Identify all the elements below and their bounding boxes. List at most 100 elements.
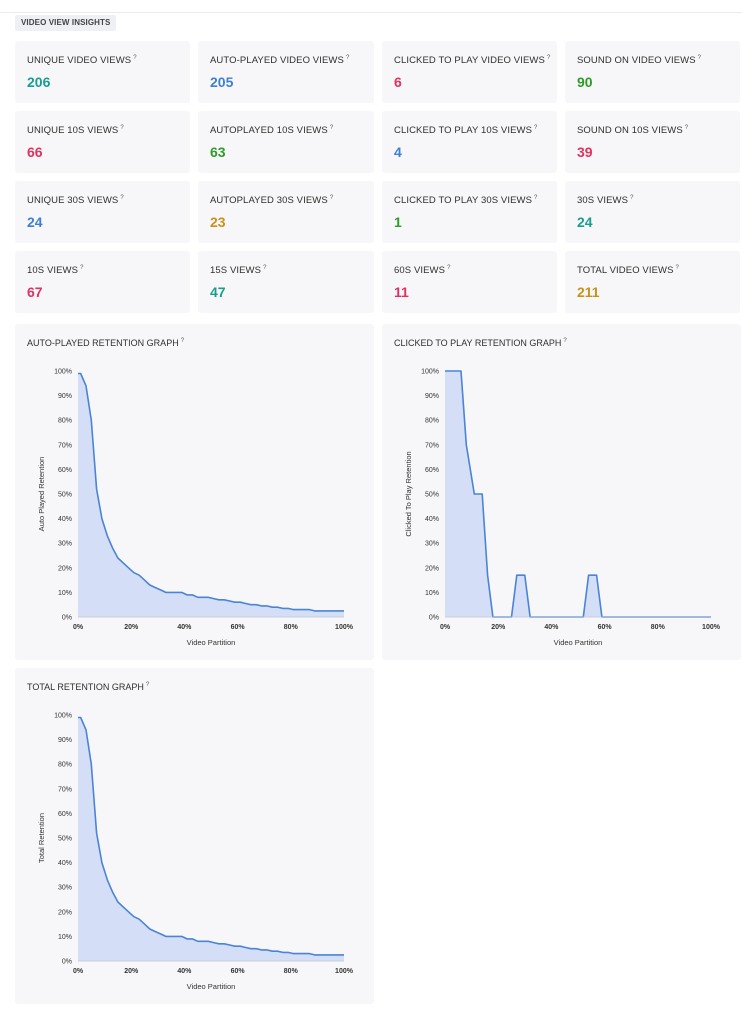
stat-label: SOUND ON VIDEO VIEWS <box>577 55 696 67</box>
y-tick-label: 20% <box>58 909 72 916</box>
y-tick-label: 70% <box>58 442 72 449</box>
stat-card: 30S VIEWS? 24 <box>565 181 740 243</box>
help-icon[interactable]: ? <box>546 55 551 61</box>
x-axis-label: Video Partition <box>187 982 236 991</box>
x-tick-label: 0% <box>440 624 451 631</box>
help-icon[interactable]: ? <box>447 265 451 271</box>
help-icon[interactable]: ? <box>180 338 185 344</box>
stat-value: 6 <box>394 74 402 91</box>
y-tick-label: 20% <box>58 565 72 572</box>
stat-card: SOUND ON VIDEO VIEWS? 90 <box>565 41 740 103</box>
help-icon[interactable]: ? <box>329 125 334 131</box>
y-tick-label: 80% <box>58 418 72 425</box>
x-tick-label: 20% <box>124 624 139 631</box>
stat-card: UNIQUE 30S VIEWS? 24 <box>15 181 190 243</box>
y-tick-label: 80% <box>58 762 72 769</box>
help-icon[interactable]: ? <box>675 265 679 271</box>
stat-value: 211 <box>577 284 600 301</box>
y-tick-label: 0% <box>429 615 439 622</box>
chart-title: AUTO-PLAYED RETENTION GRAPH <box>27 338 179 348</box>
y-tick-label: 70% <box>58 786 72 793</box>
stats-grid: UNIQUE VIDEO VIEWS? 206 AUTO-PLAYED VIDEO … <box>15 41 741 313</box>
stat-value: 24 <box>577 214 593 231</box>
stat-card: UNIQUE 10S VIEWS? 66 <box>15 111 190 173</box>
chart-title: CLICKED TO PLAY RETENTION GRAPH <box>394 338 562 348</box>
x-tick-label: 0% <box>73 624 84 631</box>
clicked-to-play-retention-chart: 0% 10% 20% 30% 40% 50% 60% 70% 80% 90% 100% 0% 20% 40… <box>404 369 721 648</box>
stat-card: TOTAL VIDEO VIEWS? 211 <box>565 251 740 313</box>
section-title: VIDEO VIEW INSIGHTS <box>15 15 117 31</box>
x-tick-label: 0% <box>73 968 84 975</box>
stat-value: 4 <box>394 144 402 161</box>
x-tick-label: 100% <box>335 624 354 631</box>
y-tick-label: 50% <box>58 836 72 843</box>
total-retention-chart: 0% 10% 20% 30% 40% 50% 60% 70% 80% 90% 100% 0% 20% 40… <box>37 713 354 992</box>
y-axis-label: Total Retention <box>37 813 46 863</box>
x-tick-label: 60% <box>231 624 246 631</box>
help-icon[interactable]: ? <box>120 125 124 131</box>
stat-value: 11 <box>394 284 409 301</box>
stat-card: 15S VIEWS? 47 <box>198 251 374 313</box>
y-tick-label: 10% <box>58 590 72 597</box>
help-icon[interactable]: ? <box>534 125 538 131</box>
retention-line <box>78 372 344 612</box>
stat-card: AUTOPLAYED 10S VIEWS? 63 <box>198 111 374 173</box>
help-icon[interactable]: ? <box>630 195 634 201</box>
x-tick-label: 100% <box>702 624 721 631</box>
stat-label: TOTAL VIDEO VIEWS <box>577 265 674 277</box>
auto-played-retention-chart: 0% 10% 20% 30% 40% 50% 60% 70% 80% 90% 100% 0% 20% 40… <box>37 369 354 648</box>
y-tick-label: 30% <box>425 541 439 548</box>
stat-value: 47 <box>210 284 226 301</box>
clicked-to-play-retention-card: CLICKED TO PLAY RETENTION GRAPH? 0% 10% 20… <box>382 324 741 660</box>
help-icon[interactable]: ? <box>145 682 150 688</box>
y-tick-label: 50% <box>58 492 72 499</box>
stat-label: 30S VIEWS <box>577 195 629 207</box>
x-tick-label: 80% <box>284 968 299 975</box>
y-tick-label: 60% <box>425 467 439 474</box>
retention-area <box>78 373 344 617</box>
help-icon[interactable]: ? <box>563 338 567 344</box>
y-tick-label: 40% <box>58 516 72 523</box>
help-icon[interactable]: ? <box>263 265 267 271</box>
help-icon[interactable]: ? <box>80 265 84 271</box>
stat-label: UNIQUE 30S VIEWS <box>27 195 119 207</box>
help-icon[interactable]: ? <box>133 55 137 61</box>
x-tick-label: 20% <box>124 968 139 975</box>
x-tick-label: 40% <box>177 624 192 631</box>
help-icon[interactable]: ? <box>345 55 350 61</box>
x-tick-label: 80% <box>284 624 299 631</box>
total-retention-card: TOTAL RETENTION GRAPH? 0% 10% 20% 30% 40% 50%… <box>15 668 374 1004</box>
y-tick-label: 90% <box>58 737 72 744</box>
y-tick-label: 100% <box>421 369 439 376</box>
stat-card: CLICKED TO PLAY VIDEO VIEWS? 6 <box>382 41 557 103</box>
y-tick-label: 90% <box>58 393 72 400</box>
y-tick-label: 0% <box>62 615 72 622</box>
x-tick-label: 40% <box>177 968 192 975</box>
y-tick-label: 50% <box>425 492 439 499</box>
x-tick-label: 60% <box>598 624 613 631</box>
stat-label: AUTOPLAYED 30S VIEWS <box>210 195 328 207</box>
stat-value: 1 <box>394 214 402 231</box>
y-tick-label: 30% <box>58 885 72 892</box>
auto-played-retention-card: AUTO-PLAYED RETENTION GRAPH? 0% 10% 20% 30%… <box>15 324 374 660</box>
stat-label: AUTOPLAYED 10S VIEWS <box>210 125 328 137</box>
stat-card: 10S VIEWS? 67 <box>15 251 190 313</box>
y-tick-label: 10% <box>425 590 439 597</box>
y-tick-label: 90% <box>425 393 439 400</box>
stat-value: 206 <box>27 74 51 91</box>
top-divider <box>0 12 742 13</box>
x-axis-label: Video Partition <box>187 638 236 647</box>
help-icon[interactable]: ? <box>697 55 702 61</box>
x-tick-label: 60% <box>231 968 246 975</box>
y-tick-label: 20% <box>425 565 439 572</box>
help-icon[interactable]: ? <box>684 125 689 131</box>
stat-value: 39 <box>577 144 593 161</box>
x-axis-label: Video Partition <box>554 638 603 647</box>
help-icon[interactable]: ? <box>534 195 538 201</box>
help-icon[interactable]: ? <box>120 195 124 201</box>
stat-label: 15S VIEWS <box>210 265 262 277</box>
y-tick-label: 100% <box>54 713 72 720</box>
stat-card: CLICKED TO PLAY 30S VIEWS? 1 <box>382 181 557 243</box>
help-icon[interactable]: ? <box>329 195 334 201</box>
stat-label: SOUND ON 10S VIEWS <box>577 125 683 137</box>
